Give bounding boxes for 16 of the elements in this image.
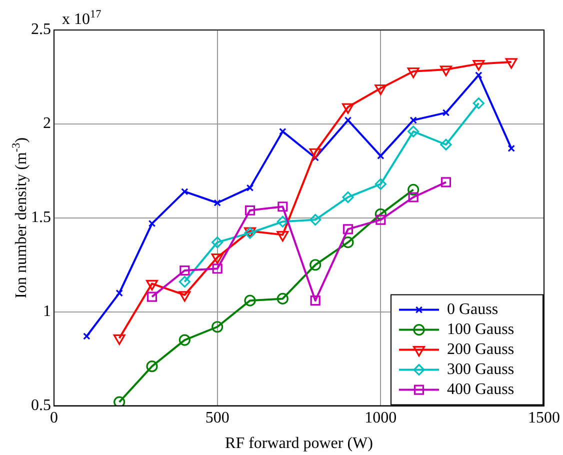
x-tick-label: 1500 (528, 410, 560, 427)
legend-label: 0 Gauss (447, 301, 498, 318)
x-tick-label: 0 (50, 410, 58, 427)
legend-label: 400 Gauss (447, 381, 514, 398)
y-tick-label: 2 (43, 115, 51, 132)
legend-label: 300 Gauss (447, 361, 514, 378)
y-axis-title: Ion number density (m-3) (10, 137, 30, 298)
legend-label: 200 Gauss (447, 341, 514, 358)
x-tick-label: 1000 (364, 410, 397, 427)
y-tick-label: 2.5 (31, 21, 51, 38)
legend-label: 100 Gauss (447, 321, 514, 338)
y-tick-label: 0.5 (31, 397, 51, 414)
y-tick-label: 1.5 (31, 209, 51, 226)
x-tick-label: 500 (205, 410, 230, 427)
x-axis-title: RF forward power (W) (225, 434, 373, 452)
y-tick-label: 1 (43, 303, 51, 320)
